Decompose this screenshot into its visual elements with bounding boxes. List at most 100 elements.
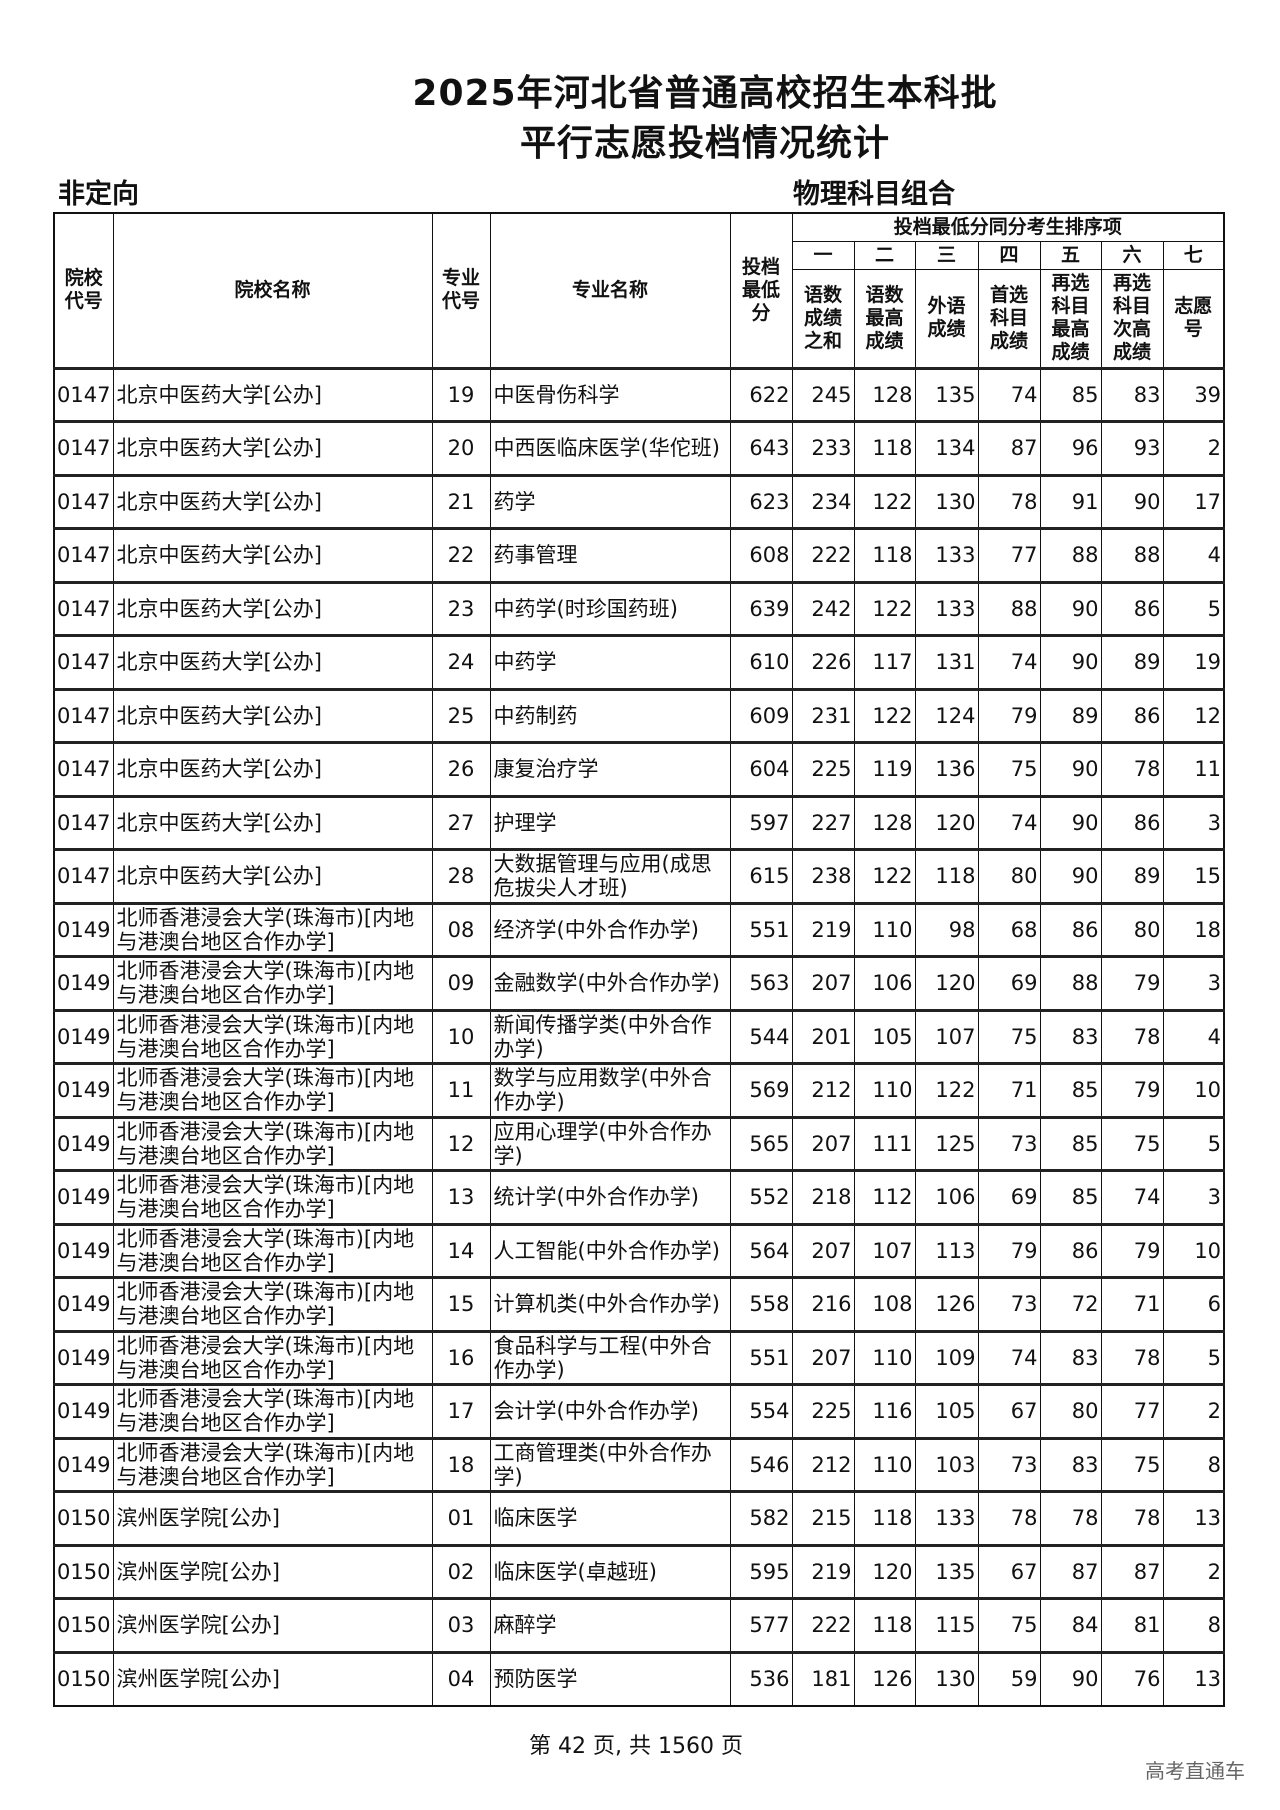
cell-tiebreak-4: 78 — [977, 473, 1041, 529]
cell-major-code: 18 — [431, 1436, 491, 1492]
cell-tiebreak-1: 212 — [791, 1436, 855, 1492]
cell-major-code: 20 — [431, 420, 491, 476]
cell-min-score: 609 — [729, 687, 793, 743]
cell-min-score: 546 — [729, 1436, 793, 1492]
cell-tiebreak-6: 87 — [1100, 1543, 1164, 1599]
cell-tiebreak-6: 75 — [1100, 1436, 1164, 1492]
cell-school-code: 0149 — [53, 1115, 114, 1171]
header-school-name: 院校名称 — [112, 212, 433, 369]
cell-school-code: 0149 — [53, 1436, 114, 1492]
cell-major-code: 15 — [431, 1276, 491, 1332]
cell-tiebreak-6: 86 — [1100, 580, 1164, 636]
cell-min-score: 582 — [729, 1490, 793, 1546]
table-row: 0150 滨州医学院[公办] 02 临床医学(卓越班) 595 219 120 135 67 87… — [53, 1543, 1225, 1599]
cell-major-code: 26 — [431, 741, 491, 797]
cell-tiebreak-3: 135 — [914, 1543, 979, 1599]
cell-major-code: 16 — [431, 1329, 491, 1385]
cell-tiebreak-2: 110 — [853, 1329, 916, 1385]
cell-school-code: 0147 — [53, 580, 114, 636]
cell-school-name: 北京中医药大学[公办] — [112, 580, 433, 636]
cell-tiebreak-2: 106 — [853, 955, 916, 1011]
cell-tiebreak-6: 78 — [1100, 1329, 1164, 1385]
cell-tiebreak-4: 75 — [977, 741, 1041, 797]
cell-school-code: 0149 — [53, 1276, 114, 1332]
cell-tiebreak-6: 79 — [1100, 955, 1164, 1011]
cell-major-code: 10 — [431, 1008, 491, 1064]
cell-major-code: 23 — [431, 580, 491, 636]
cell-major-name: 金融数学(中外合作办学) — [489, 955, 731, 1011]
cell-tiebreak-5: 91 — [1039, 473, 1102, 529]
cell-tiebreak-4: 79 — [977, 1222, 1041, 1278]
cell-tiebreak-6: 89 — [1100, 848, 1164, 904]
cell-tiebreak-7: 19 — [1162, 634, 1225, 690]
cell-tiebreak-6: 79 — [1100, 1222, 1164, 1278]
table-row: 0150 滨州医学院[公办] 04 预防医学 536 181 126 130 59 90 76 13 — [53, 1650, 1225, 1706]
cell-school-code: 0147 — [53, 741, 114, 797]
cell-min-score: 544 — [729, 1008, 793, 1064]
cell-school-name: 北京中医药大学[公办] — [112, 420, 433, 476]
table-row: 0150 滨州医学院[公办] 01 临床医学 582 215 118 133 78 78 78 13 — [53, 1490, 1225, 1546]
cell-tiebreak-1: 222 — [791, 527, 855, 583]
cell-tiebreak-5: 87 — [1039, 1543, 1102, 1599]
cell-tiebreak-3: 113 — [914, 1222, 979, 1278]
subject-combination-label: 物理科目组合 — [793, 179, 955, 210]
cell-tiebreak-6: 86 — [1100, 687, 1164, 743]
cell-tiebreak-5: 86 — [1039, 1222, 1102, 1278]
cell-tiebreak-1: 218 — [791, 1169, 855, 1225]
cell-major-name: 预防医学 — [489, 1650, 731, 1706]
cell-min-score: 639 — [729, 580, 793, 636]
cell-tiebreak-7: 5 — [1162, 1115, 1225, 1171]
cell-tiebreak-3: 105 — [914, 1383, 979, 1439]
table-header: 院校代号 院校名称 专业代号 专业名称 投档最低分 投档最低分同分考生排序项 一… — [53, 212, 1225, 369]
cell-tiebreak-5: 86 — [1039, 901, 1102, 957]
table-row: 0147 北京中医药大学[公办] 21 药学 623 234 122 130 78 91 90 17 — [53, 473, 1225, 529]
cell-tiebreak-5: 90 — [1039, 580, 1102, 636]
cell-major-name: 中药学 — [489, 634, 731, 690]
cell-tiebreak-7: 3 — [1162, 1169, 1225, 1225]
cell-min-score: 552 — [729, 1169, 793, 1225]
cell-tiebreak-7: 13 — [1162, 1490, 1225, 1546]
table-row: 0150 滨州医学院[公办] 03 麻醉学 577 222 118 115 75 84 81 8 — [53, 1597, 1225, 1653]
cell-tiebreak-1: 225 — [791, 741, 855, 797]
cell-tiebreak-7: 8 — [1162, 1597, 1225, 1653]
cell-min-score: 563 — [729, 955, 793, 1011]
cell-tiebreak-2: 107 — [853, 1222, 916, 1278]
header-tiebreak-number: 三 — [914, 240, 979, 270]
watermark: 高考直通车 — [1145, 1759, 1245, 1783]
cell-tiebreak-7: 8 — [1162, 1436, 1225, 1492]
cell-school-name: 北师香港浸会大学(珠海市)[内地与港澳台地区合作办学] — [112, 1276, 433, 1332]
cell-tiebreak-7: 3 — [1162, 794, 1225, 850]
cell-school-code: 0147 — [53, 473, 114, 529]
cell-tiebreak-6: 88 — [1100, 527, 1164, 583]
header-tiebreak-item: 首选科目成绩 — [977, 268, 1041, 369]
table-row: 0147 北京中医药大学[公办] 27 护理学 597 227 128 120 74 90 86 3 — [53, 794, 1225, 850]
cell-tiebreak-1: 181 — [791, 1650, 855, 1706]
cell-tiebreak-5: 90 — [1039, 848, 1102, 904]
cell-tiebreak-2: 117 — [853, 634, 916, 690]
cell-major-code: 28 — [431, 848, 491, 904]
table-row: 0149 北师香港浸会大学(珠海市)[内地与港澳台地区合作办学] 10 新闻传播学类(… — [53, 1008, 1225, 1064]
cell-tiebreak-2: 120 — [853, 1543, 916, 1599]
cell-major-name: 计算机类(中外合作办学) — [489, 1276, 731, 1332]
cell-min-score: 564 — [729, 1222, 793, 1278]
cell-major-code: 02 — [431, 1543, 491, 1599]
cell-tiebreak-2: 111 — [853, 1115, 916, 1171]
cell-tiebreak-6: 74 — [1100, 1169, 1164, 1225]
cell-tiebreak-3: 133 — [914, 1490, 979, 1546]
cell-tiebreak-4: 68 — [977, 901, 1041, 957]
cell-tiebreak-1: 207 — [791, 1115, 855, 1171]
cell-major-code: 22 — [431, 527, 491, 583]
cell-major-code: 21 — [431, 473, 491, 529]
cell-school-name: 北京中医药大学[公办] — [112, 473, 433, 529]
cell-school-name: 北京中医药大学[公办] — [112, 741, 433, 797]
cell-tiebreak-3: 135 — [914, 366, 979, 422]
cell-tiebreak-6: 78 — [1100, 1490, 1164, 1546]
cell-tiebreak-6: 77 — [1100, 1383, 1164, 1439]
header-tiebreak-number: 六 — [1100, 240, 1164, 270]
table-row: 0147 北京中医药大学[公办] 26 康复治疗学 604 225 119 136 75 90 78… — [53, 741, 1225, 797]
cell-tiebreak-3: 133 — [914, 527, 979, 583]
cell-tiebreak-7: 6 — [1162, 1276, 1225, 1332]
cell-min-score: 551 — [729, 901, 793, 957]
cell-tiebreak-5: 90 — [1039, 634, 1102, 690]
cell-major-name: 药事管理 — [489, 527, 731, 583]
